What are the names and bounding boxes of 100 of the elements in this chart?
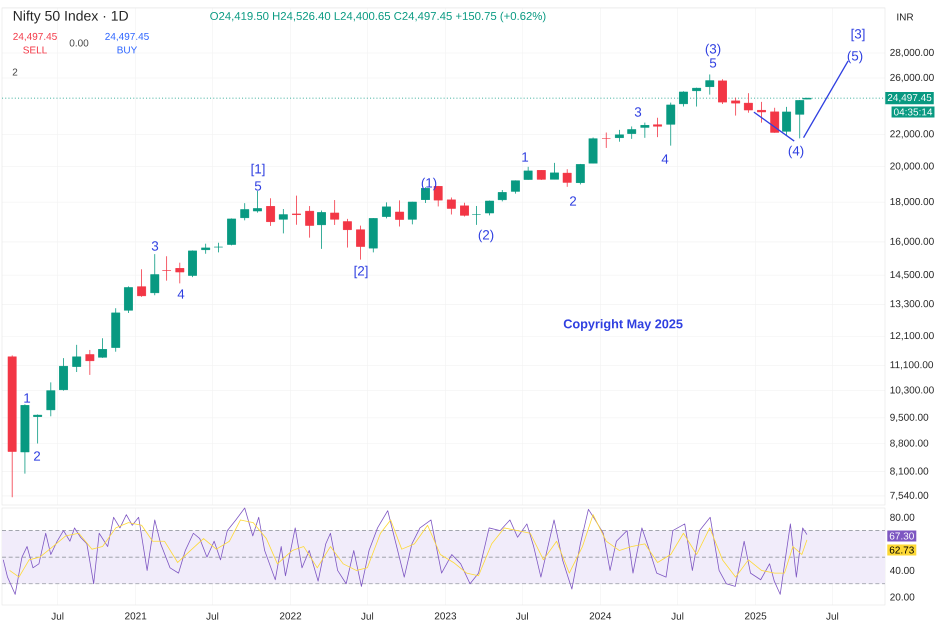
y-tick-label: 9,500.00 <box>890 414 928 422</box>
candlestick <box>330 200 340 226</box>
candlestick <box>536 170 546 180</box>
candlestick <box>317 210 326 250</box>
y-tick-label: 8,100.00 <box>890 468 928 476</box>
candlestick <box>731 97 740 116</box>
candlestick <box>408 201 417 225</box>
y-tick-label: 7,540.00 <box>890 492 928 500</box>
candlestick <box>175 262 184 284</box>
candlestick <box>446 197 456 215</box>
annotation: BUY <box>118 46 138 54</box>
annotation: 2 <box>34 451 40 461</box>
candlestick <box>201 243 210 254</box>
annotation: 1 <box>24 393 30 403</box>
y-tick-label: 16,000.00 <box>890 238 934 246</box>
y-tick-label: 20,000.00 <box>890 162 934 171</box>
y-tick-label: 8,800.00 <box>890 440 928 448</box>
candlestick <box>253 190 262 214</box>
candlestick <box>576 164 585 185</box>
candlestick <box>524 166 533 180</box>
x-tick-label: 2025 <box>744 612 766 620</box>
annotation: 3 <box>634 107 642 117</box>
x-tick-label: Jul <box>671 612 684 620</box>
candlestick <box>150 254 160 296</box>
y-tick-label: 14,500.00 <box>890 271 934 280</box>
annotation: 5 <box>710 58 716 68</box>
annotation: Copyright May 2025 <box>564 319 683 331</box>
candlestick <box>356 225 365 260</box>
y-tick-label: 10,300.00 <box>890 386 934 395</box>
x-tick-label: Jul <box>516 612 528 620</box>
annotation: 1 <box>522 152 528 162</box>
candlestick <box>292 195 301 226</box>
annotation: 3 <box>152 241 158 251</box>
y-tick-label: 11,100.00 <box>890 361 934 370</box>
candlestick <box>395 200 404 227</box>
annotation: [1] <box>252 164 264 176</box>
y-tick-label: 40.00 <box>890 566 914 574</box>
candlestick <box>498 190 507 202</box>
annotation: (3) <box>706 44 720 56</box>
annotation: 2 <box>570 196 576 206</box>
candlestick <box>162 256 172 282</box>
y-tick-label: 13,300.00 <box>890 300 934 308</box>
candlestick <box>342 218 352 248</box>
x-tick-label: Jul <box>51 612 64 620</box>
chart-subtitle: O24,419.50 H24,526.40 L24,400.65 C24,497.45 +150.75 (+0.62%) <box>210 12 546 22</box>
candlestick <box>460 202 469 217</box>
candlestick <box>653 117 662 138</box>
annotation: 24,497.45 <box>13 32 57 42</box>
candlestick <box>46 382 56 417</box>
candlestick <box>472 206 481 226</box>
x-tick-label: Jul <box>361 612 374 620</box>
candlestick <box>85 350 94 376</box>
candlestick <box>744 92 753 114</box>
candlestick <box>214 242 223 253</box>
line-series <box>2 508 808 595</box>
candlestick <box>782 106 792 136</box>
candlestick <box>757 101 766 123</box>
candlestick <box>602 132 611 148</box>
text: 62.73 <box>890 546 914 554</box>
x-tick-label: 2022 <box>280 612 302 620</box>
candlestick <box>614 129 624 142</box>
x-tick-label: Jul <box>206 612 218 620</box>
annotation: 5 <box>254 181 262 191</box>
candlestick <box>137 268 146 298</box>
annotation: 2 <box>12 68 18 76</box>
x-tick-label: 2021 <box>125 612 146 620</box>
annotation: 4 <box>178 289 184 299</box>
candlestick <box>666 102 676 146</box>
candlestick <box>550 162 559 180</box>
y-tick-label: 28,000.00 <box>890 48 934 58</box>
annotation: [3] <box>852 28 864 42</box>
annotation: 24,497.45 <box>105 32 149 42</box>
candlestick <box>72 344 82 372</box>
candlestick <box>705 74 714 95</box>
annotation: (1) <box>422 178 436 190</box>
y-tick-label: 80.00 <box>890 514 914 521</box>
x-tick-label: 2023 <box>434 612 456 620</box>
candlestick <box>305 206 314 238</box>
candlestick <box>124 286 133 314</box>
candlestick <box>240 202 250 221</box>
text: 67.30 <box>890 532 914 540</box>
candlestick <box>278 208 288 234</box>
x-tick-label: 2024 <box>590 612 612 620</box>
annotation: (5) <box>848 50 862 64</box>
annotation: 0.00 <box>70 39 88 47</box>
ref-line-label: 24,497.45 <box>888 94 932 102</box>
candlestick <box>485 200 494 216</box>
candlestick <box>562 168 572 188</box>
candlestick <box>510 180 520 194</box>
annotation: SELL <box>23 46 47 54</box>
chart-title: Nifty 50 Index · 1D <box>14 10 128 24</box>
y-tick-label: 26,000.00 <box>890 74 934 82</box>
candlestick <box>627 126 636 140</box>
candlestick <box>382 202 391 219</box>
candlestick <box>718 78 727 104</box>
candlestick <box>266 198 276 226</box>
y-tick-label: 20.00 <box>890 593 914 601</box>
text: INR <box>897 14 914 20</box>
annotation: (2) <box>478 230 494 242</box>
line-series <box>9 514 808 578</box>
